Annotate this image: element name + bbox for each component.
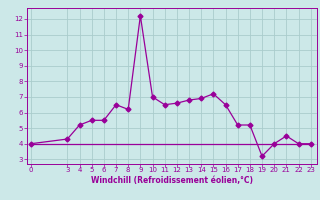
X-axis label: Windchill (Refroidissement éolien,°C): Windchill (Refroidissement éolien,°C): [91, 176, 253, 185]
